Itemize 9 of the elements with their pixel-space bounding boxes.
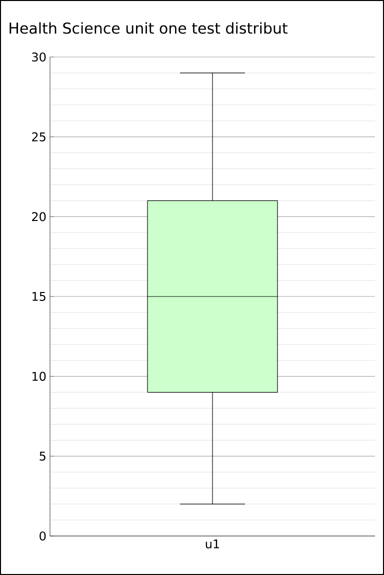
y-tick-label: 5: [40, 452, 46, 461]
x-tick-label: u1: [206, 540, 220, 548]
y-tick-label: 15: [32, 292, 46, 301]
y-tick-label: 25: [32, 132, 46, 142]
y-tick-label: 30: [32, 52, 46, 62]
y-tick-label: 10: [32, 372, 46, 381]
chart-title: Health Science unit one test distribut: [10, 22, 288, 34]
y-tick-label: 20: [32, 212, 46, 222]
y-tick-label: 0: [40, 531, 46, 541]
